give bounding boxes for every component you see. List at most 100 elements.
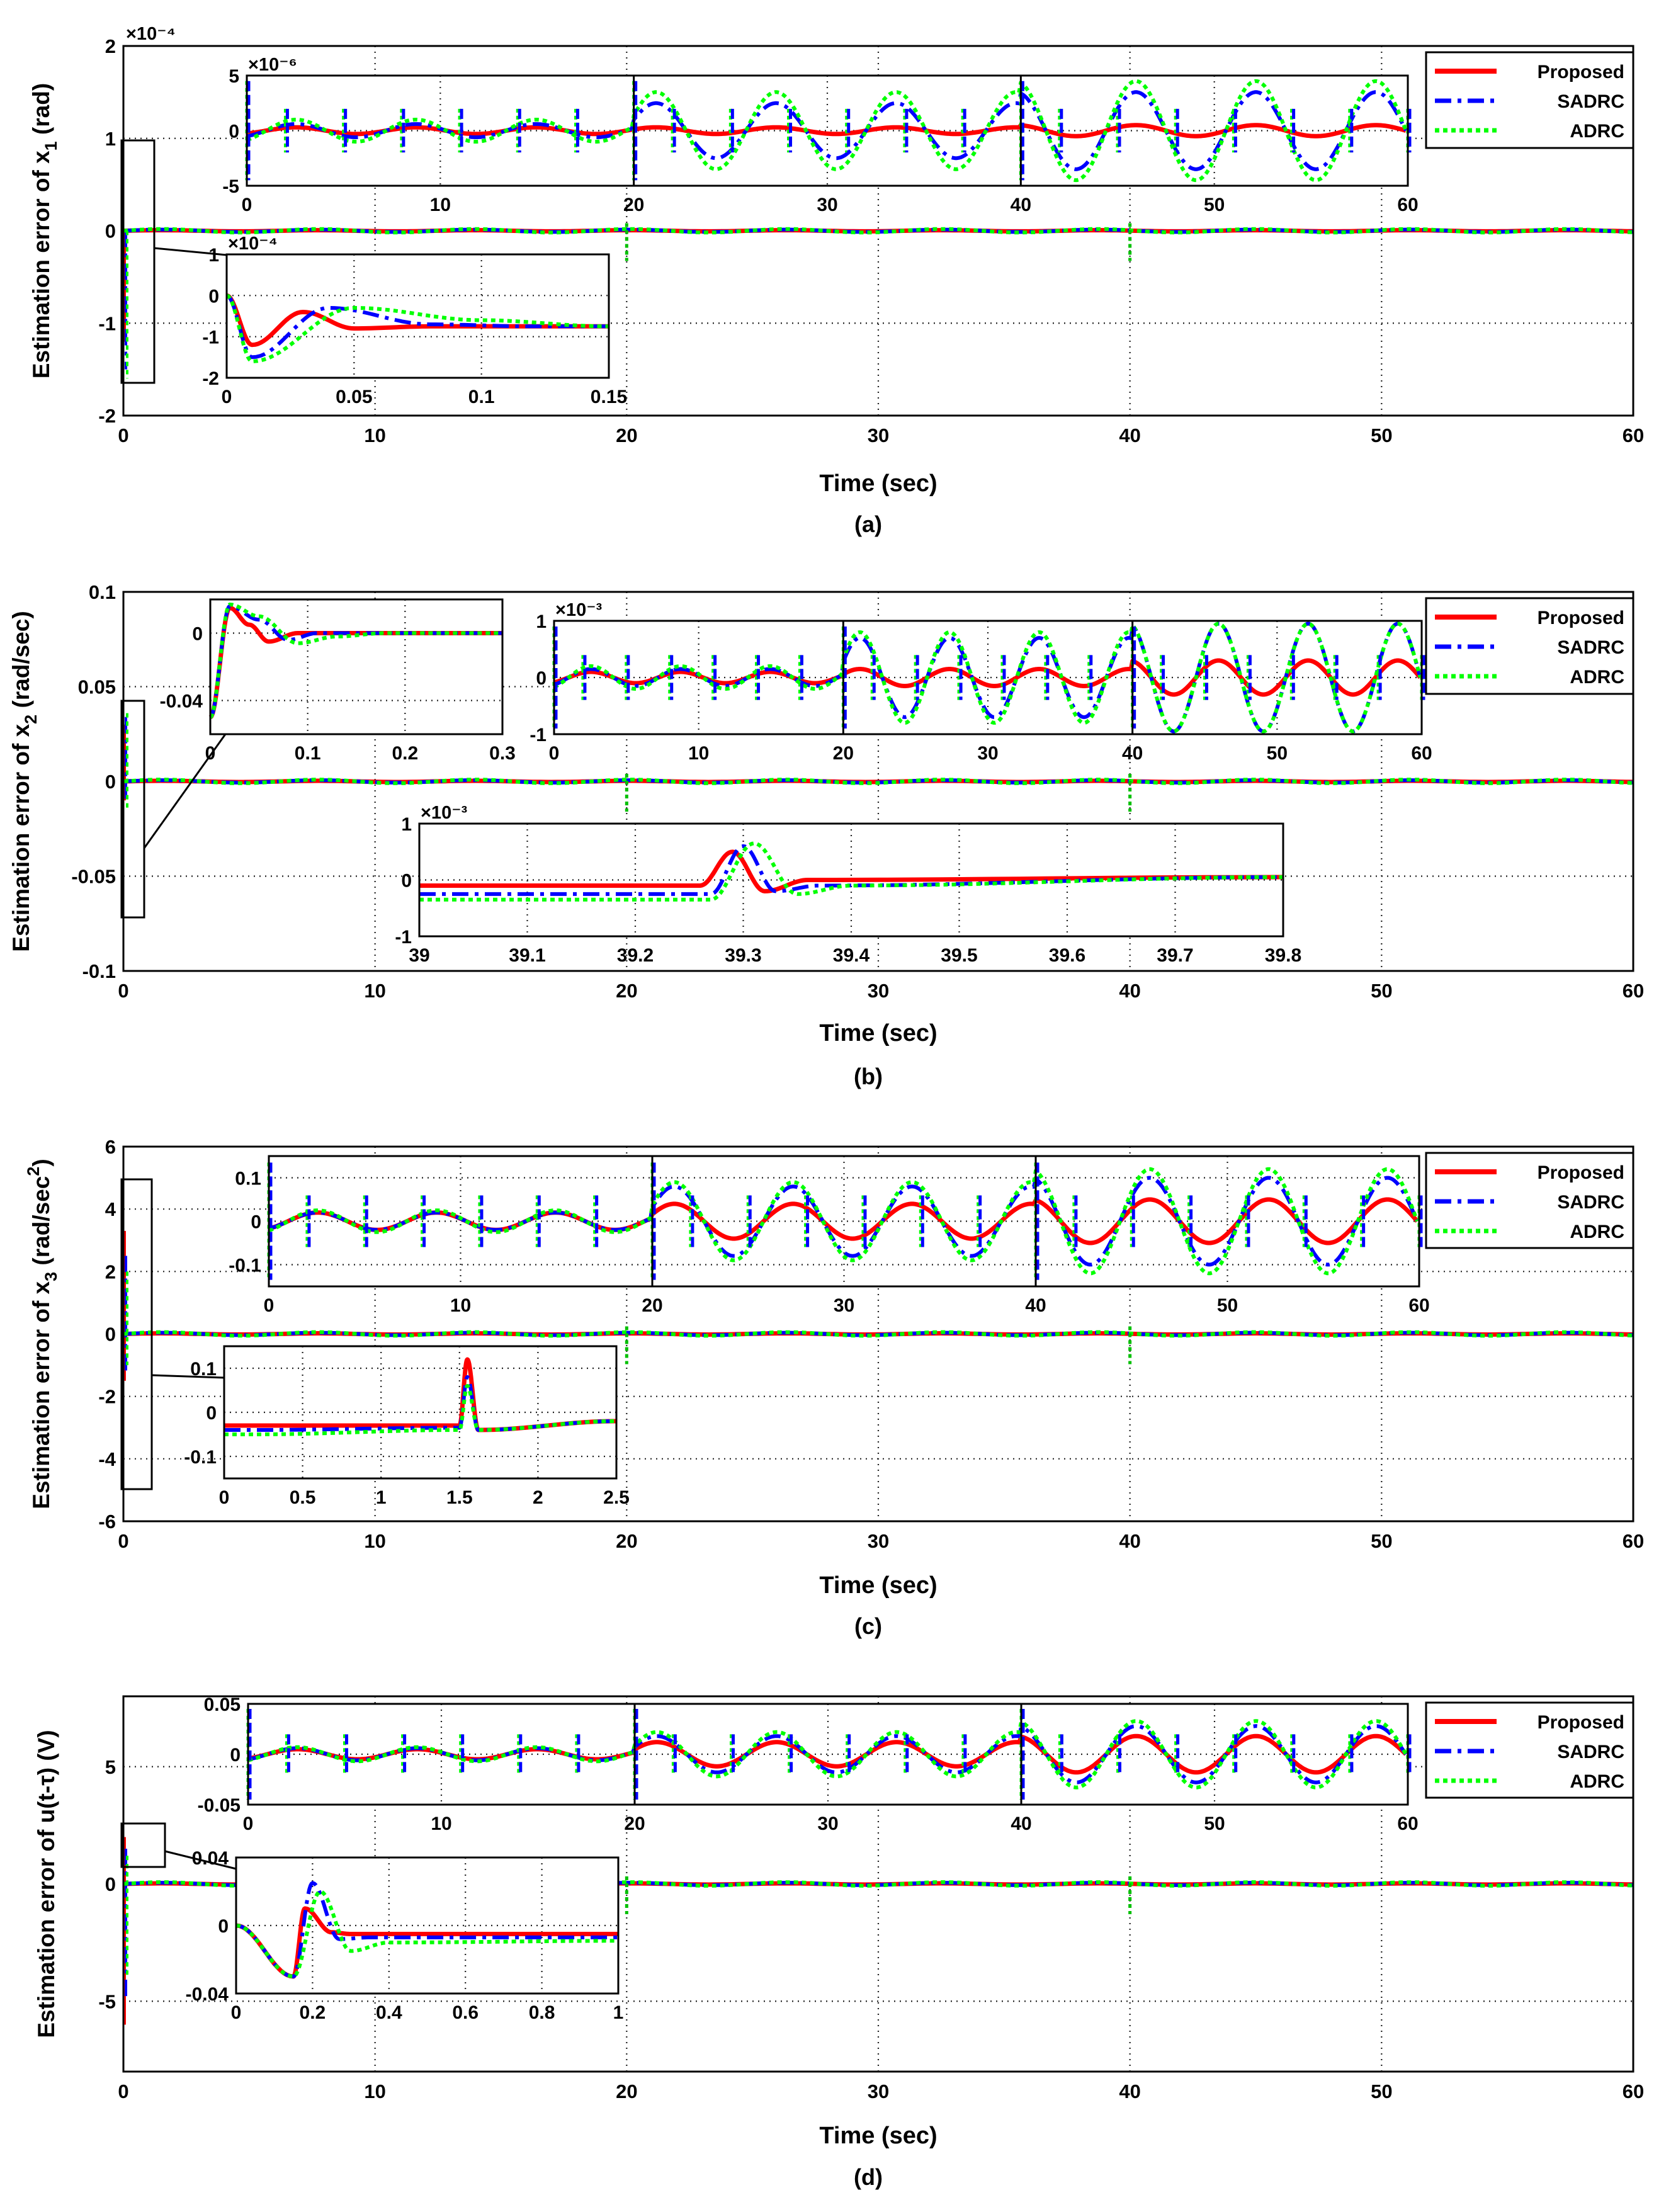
main-xtick-label: 20 [616, 980, 637, 1002]
main-xtick-label: 0 [118, 980, 128, 1002]
zoom-region-box [120, 1822, 166, 1868]
inset-3-series-proposed [419, 849, 1284, 893]
inset-1-ytick-label: 0 [229, 122, 239, 142]
main-xtick-label: 10 [364, 980, 385, 1002]
inset-1-series-adrc [209, 603, 502, 719]
main-xtick-label: 10 [364, 424, 385, 446]
inset-2: 0 10 20 30 40 50 60-101×10⁻³ [530, 600, 1432, 764]
x-axis-label: Time (sec) [819, 1020, 937, 1046]
legend-entry-adrc: ADRC [1570, 1771, 1624, 1792]
inset-1-xtick-label: 60 [1397, 195, 1418, 215]
inset-2-xtick-label: 1.5 [446, 1487, 473, 1508]
main-ytick-label: 0.1 [89, 581, 116, 603]
inset-2-xtick-label: 0.5 [290, 1487, 316, 1508]
inset-1-frame [247, 1703, 1409, 1806]
y-axis-label-main: Estimation error of x [8, 723, 34, 951]
y-axis-label-sup: 2 [24, 1167, 43, 1176]
main-series-adrc [123, 778, 1634, 785]
inset-2-ytick-label: -0.04 [186, 1984, 229, 2005]
inset-2-xtick-label: 1 [376, 1487, 387, 1508]
main-xtick-label: 20 [616, 1530, 637, 1552]
inset-2-background [227, 254, 609, 378]
inset-1-ytick-label: 0 [192, 624, 203, 645]
legend-entry-sadrc: SADRC [1557, 637, 1624, 658]
main-xtick-label: 0 [118, 1530, 128, 1552]
inset-1-xtick-label: 40 [1025, 1295, 1046, 1316]
y-axis-label-main: Estimation error of x [28, 150, 54, 378]
main-xtick-label: 30 [868, 424, 889, 446]
x-axis-label: Time (sec) [819, 2123, 937, 2149]
main-ytick-label: 2 [105, 1261, 116, 1283]
inset-1-xtick-label: 0 [205, 743, 216, 764]
zoom-region-box [120, 700, 145, 919]
inset-2-xtick-label: 30 [977, 743, 998, 764]
inset-1-frame [246, 74, 1409, 187]
main-xtick-label: 10 [364, 2080, 385, 2102]
inset-1-xtick-label: 50 [1217, 1295, 1238, 1316]
inset-2-xtick-label: 40 [1122, 743, 1143, 764]
legend-entry-proposed: Proposed [1538, 1162, 1624, 1183]
inset-2-ytick-label: -2 [202, 368, 219, 389]
inset-1-background [210, 599, 502, 734]
main-frame [122, 1145, 1634, 1523]
main-xtick-label: 30 [868, 1530, 889, 1552]
main-xtick-label: 0 [118, 424, 128, 446]
inset-2: 0 0.05 0.1 0.15 -2 -1 0 1 ×10⁻⁴ [202, 234, 627, 407]
main-exponent: ×10⁻⁴ [126, 24, 176, 44]
main-ytick-label: -0.05 [71, 866, 116, 888]
inset-2-ytick-label: 1 [208, 245, 219, 266]
inset-2-ytick-label: -0.1 [184, 1447, 217, 1468]
inset-2-ytick-label: 0.04 [192, 1848, 229, 1869]
inset-2-xtick-label: 0.8 [529, 2002, 555, 2023]
inset-1-xtick-label: 60 [1397, 1813, 1418, 1834]
inset-2-ytick-label: 0 [536, 668, 547, 689]
inset-3-xtick-label: 39.7 [1157, 945, 1193, 966]
main-ytick-label: 0 [105, 1324, 116, 1346]
inset-2-xtick-label: 0.6 [452, 2002, 479, 2023]
y-axis-label-sub: 3 [42, 1272, 60, 1281]
inset-3-xtick-label: 39.5 [941, 945, 977, 966]
inset-1-xtick-label: 40 [1011, 1813, 1031, 1834]
inset-2-frame [235, 1856, 620, 1995]
main-xtick-label: 60 [1623, 2080, 1644, 2102]
zoom-leader-line [151, 1374, 225, 1379]
inset-3-xtick-label: 39.3 [725, 945, 761, 966]
inset-3-ytick-label: 0 [401, 871, 412, 892]
inset-1-xtick-label: 0 [242, 195, 252, 215]
inset-2-series-sadrc [224, 1375, 617, 1432]
inset-3-series-adrc [419, 841, 1284, 902]
main-ytick-label: -6 [98, 1511, 116, 1533]
zoom-leader-line [143, 734, 227, 849]
inset-1-xtick-label: 30 [834, 1295, 854, 1316]
inset-2-xtick-label: 0.1 [468, 387, 495, 407]
main-ytick-label: 2 [105, 35, 116, 57]
inset-2-frame [225, 253, 610, 379]
inset-2-xtick-label: 0.4 [376, 2002, 402, 2023]
main-ytick-label: 0 [105, 771, 116, 793]
inset-1-ytick-label: 0 [230, 1745, 241, 1766]
inset-2-xtick-label: 20 [833, 743, 854, 764]
inset-1-xtick-label: 0.1 [295, 743, 321, 764]
inset-1-ytick-label: -0.04 [160, 691, 203, 712]
main-xtick-label: 40 [1119, 1530, 1140, 1552]
main-xtick-label: 30 [868, 980, 889, 1002]
inset-1-xtick-label: 0.3 [489, 743, 516, 764]
main-frame [122, 591, 1634, 972]
inset-1-series-adrc [246, 79, 1408, 183]
y-axis-label-sub: 1 [42, 141, 60, 150]
inset-3: 39 39.1 39.2 39.3 39.4 39.5 39.6 39.7 39.8 -1 0 1 ×1… [395, 803, 1301, 966]
inset-2-series-adrc [553, 621, 1422, 734]
inset-1-xtick-label: 40 [1011, 195, 1031, 215]
zoom-region-box [120, 1178, 153, 1490]
main-ytick-label: -5 [98, 1990, 116, 2012]
inset-2-exponent: ×10⁻⁴ [228, 234, 278, 254]
main-ytick-label: 0.05 [78, 676, 116, 698]
legend-entry-proposed: Proposed [1538, 62, 1624, 82]
main-xtick-label: 60 [1623, 424, 1644, 446]
inset-2-ytick-label: 0 [206, 1403, 217, 1424]
main-xtick-label: 50 [1371, 2080, 1392, 2102]
